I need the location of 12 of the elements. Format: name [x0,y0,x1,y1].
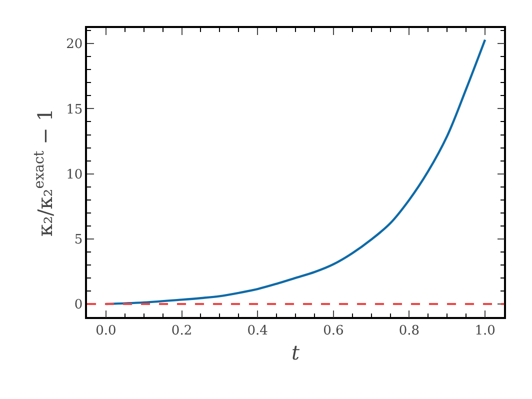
x-tick-label: 0.2 [171,323,192,338]
x-tick-label: 0.8 [398,323,420,338]
x-tick-label: 1.0 [474,323,496,338]
y-tick-label: 0 [74,298,83,313]
y-tick-label: 5 [74,232,83,248]
x-tick-label: 0.6 [323,323,344,338]
x-tick-label: 0.0 [96,323,116,338]
y-tick-label: 10 [66,167,83,182]
y-tick-label: 15 [66,102,83,118]
y-tick-label: 20 [66,37,83,52]
x-tick-label: 0.4 [247,323,268,338]
x-axis-title: t [291,340,300,364]
